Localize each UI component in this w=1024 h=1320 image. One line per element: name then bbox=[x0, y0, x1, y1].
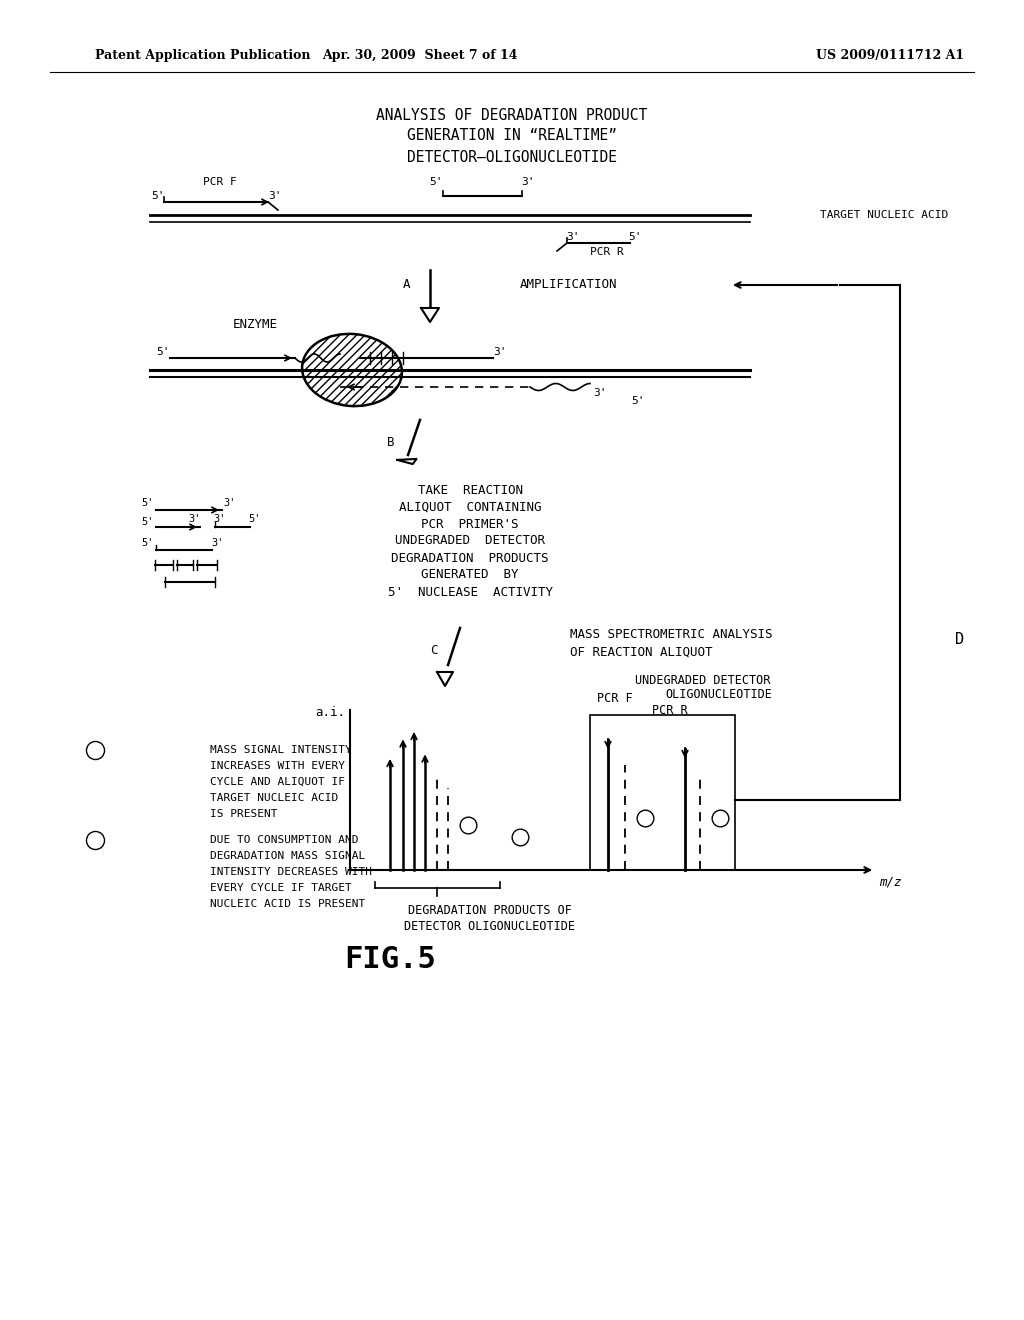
Text: GENERATED  BY: GENERATED BY bbox=[421, 569, 519, 582]
Bar bbox=[590, 715, 735, 870]
Text: OLIGONUCLEOTIDE: OLIGONUCLEOTIDE bbox=[665, 689, 772, 701]
Text: 5': 5' bbox=[429, 177, 442, 187]
Polygon shape bbox=[397, 459, 417, 465]
Text: TARGET NUCLEIC ACID: TARGET NUCLEIC ACID bbox=[820, 210, 948, 220]
Text: C: C bbox=[430, 644, 438, 656]
Text: 5': 5' bbox=[157, 347, 170, 356]
Text: MASS SPECTROMETRIC ANALYSIS: MASS SPECTROMETRIC ANALYSIS bbox=[570, 628, 772, 642]
Text: UNDEGRADED  DETECTOR: UNDEGRADED DETECTOR bbox=[395, 535, 545, 548]
Text: MASS SIGNAL INTENSITY: MASS SIGNAL INTENSITY bbox=[210, 744, 352, 755]
Text: FIG.5: FIG.5 bbox=[344, 945, 436, 974]
Text: PCR  PRIMER'S: PCR PRIMER'S bbox=[421, 517, 519, 531]
Text: 3': 3' bbox=[566, 232, 580, 242]
Text: DETECTOR OLIGONUCLEOTIDE: DETECTOR OLIGONUCLEOTIDE bbox=[404, 920, 575, 932]
Text: −: − bbox=[716, 810, 724, 825]
Text: ANALYSIS OF DEGRADATION PRODUCT: ANALYSIS OF DEGRADATION PRODUCT bbox=[377, 107, 647, 123]
Text: NUCLEIC ACID IS PRESENT: NUCLEIC ACID IS PRESENT bbox=[210, 899, 366, 909]
Text: DETECTOR–OLIGONUCLEOTIDE: DETECTOR–OLIGONUCLEOTIDE bbox=[407, 150, 617, 165]
Text: CYCLE AND ALIQUOT IF: CYCLE AND ALIQUOT IF bbox=[210, 777, 345, 787]
Text: 3': 3' bbox=[593, 388, 607, 399]
Text: 3': 3' bbox=[521, 177, 535, 187]
Text: Apr. 30, 2009  Sheet 7 of 14: Apr. 30, 2009 Sheet 7 of 14 bbox=[323, 49, 518, 62]
Text: −: − bbox=[91, 833, 99, 847]
Text: 3': 3' bbox=[214, 513, 226, 524]
Text: US 2009/0111712 A1: US 2009/0111712 A1 bbox=[816, 49, 964, 62]
Text: IS PRESENT: IS PRESENT bbox=[210, 809, 278, 818]
Text: DUE TO CONSUMPTION AND: DUE TO CONSUMPTION AND bbox=[210, 836, 358, 845]
Text: UNDEGRADED DETECTOR: UNDEGRADED DETECTOR bbox=[635, 673, 770, 686]
Ellipse shape bbox=[302, 334, 401, 407]
Text: INCREASES WITH EVERY: INCREASES WITH EVERY bbox=[210, 762, 345, 771]
Text: D: D bbox=[955, 632, 965, 648]
Text: m/z: m/z bbox=[879, 875, 901, 888]
Text: 5': 5' bbox=[141, 517, 155, 527]
Text: 3': 3' bbox=[212, 539, 224, 548]
Polygon shape bbox=[421, 308, 439, 322]
Text: DEGRADATION MASS SIGNAL: DEGRADATION MASS SIGNAL bbox=[210, 851, 366, 861]
Text: ALIQUOT  CONTAINING: ALIQUOT CONTAINING bbox=[398, 500, 542, 513]
Text: OF REACTION ALIQUOT: OF REACTION ALIQUOT bbox=[570, 645, 713, 659]
Text: PCR R: PCR R bbox=[590, 247, 624, 257]
Text: 5': 5' bbox=[249, 513, 261, 524]
Text: PCR F: PCR F bbox=[203, 177, 237, 187]
Text: B: B bbox=[387, 437, 395, 450]
Text: EVERY CYCLE IF TARGET: EVERY CYCLE IF TARGET bbox=[210, 883, 352, 894]
Text: 5': 5' bbox=[141, 498, 155, 508]
Text: 3': 3' bbox=[224, 498, 237, 508]
Text: A: A bbox=[402, 279, 410, 292]
Text: a.i.: a.i. bbox=[315, 705, 345, 718]
Text: AMPLIFICATION: AMPLIFICATION bbox=[520, 279, 617, 292]
Text: 5': 5' bbox=[631, 396, 645, 407]
Text: DEGRADATION  PRODUCTS: DEGRADATION PRODUCTS bbox=[391, 552, 549, 565]
Text: Patent Application Publication: Patent Application Publication bbox=[95, 49, 310, 62]
Text: −: − bbox=[641, 810, 649, 825]
Text: DEGRADATION PRODUCTS OF: DEGRADATION PRODUCTS OF bbox=[408, 903, 572, 916]
Text: PCR R: PCR R bbox=[652, 704, 688, 717]
Text: 3': 3' bbox=[268, 191, 282, 201]
Text: +: + bbox=[91, 743, 99, 756]
Text: ENZYME: ENZYME bbox=[232, 318, 278, 331]
Text: 3': 3' bbox=[188, 513, 202, 524]
Text: +: + bbox=[464, 818, 472, 832]
Text: INTENSITY DECREASES WITH: INTENSITY DECREASES WITH bbox=[210, 867, 372, 876]
Text: PCR F: PCR F bbox=[597, 692, 633, 705]
Text: TAKE  REACTION: TAKE REACTION bbox=[418, 483, 522, 496]
Text: TARGET NUCLEIC ACID: TARGET NUCLEIC ACID bbox=[210, 793, 338, 803]
Text: 3': 3' bbox=[494, 347, 507, 356]
Text: GENERATION IN “REALTIME”: GENERATION IN “REALTIME” bbox=[407, 128, 617, 143]
Text: 5': 5' bbox=[152, 191, 165, 201]
Polygon shape bbox=[437, 672, 453, 686]
Text: +: + bbox=[516, 830, 524, 843]
Text: 5': 5' bbox=[141, 539, 155, 548]
Text: 5': 5' bbox=[629, 232, 642, 242]
Text: 5'  NUCLEASE  ACTIVITY: 5' NUCLEASE ACTIVITY bbox=[387, 586, 553, 598]
